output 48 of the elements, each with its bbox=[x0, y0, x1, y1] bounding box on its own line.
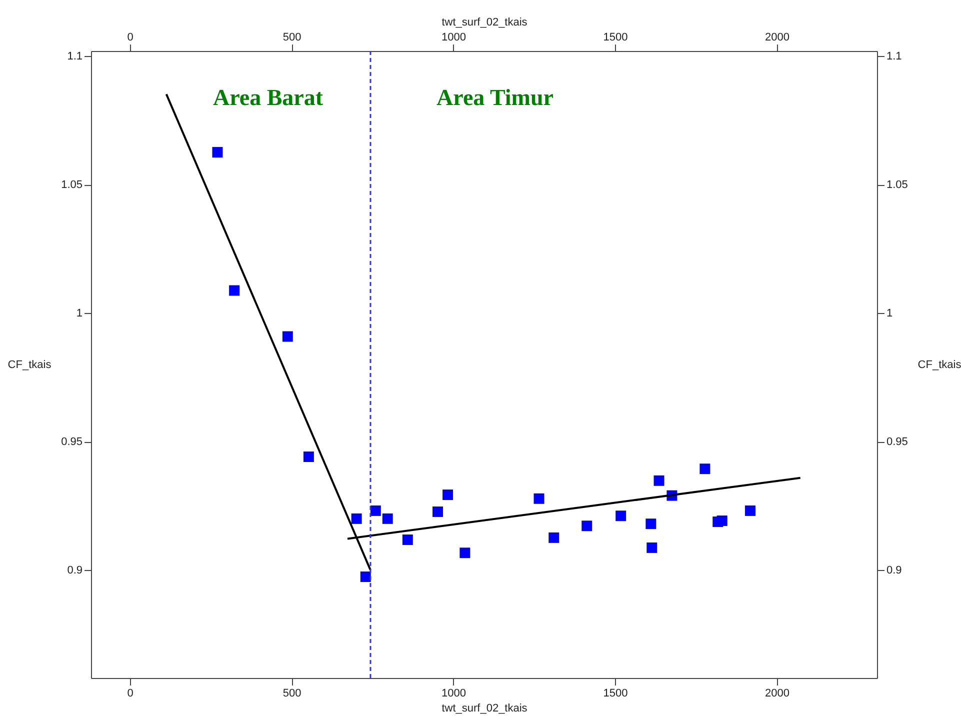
x-tick-label: 500 bbox=[282, 32, 302, 44]
y-tick-label: 1 bbox=[76, 308, 82, 320]
point bbox=[716, 515, 728, 526]
y2-axis-title: CF_tkais bbox=[918, 359, 961, 371]
y2-tick-label: 1.1 bbox=[886, 50, 902, 63]
point bbox=[582, 520, 592, 532]
y-tick-label: 1.1 bbox=[67, 50, 82, 63]
point bbox=[229, 285, 240, 296]
point bbox=[616, 510, 626, 522]
point bbox=[351, 513, 362, 524]
y2-tick-label: 0.95 bbox=[886, 436, 908, 448]
x2-tick-label: 1000 bbox=[442, 688, 466, 700]
y2-tick-label: 1 bbox=[886, 308, 893, 320]
point bbox=[654, 475, 664, 486]
point bbox=[212, 147, 223, 158]
y-tick-label: 1.05 bbox=[61, 179, 82, 192]
x-tick-label: 1500 bbox=[603, 32, 628, 44]
point bbox=[432, 506, 443, 517]
point bbox=[282, 331, 293, 342]
x-tick-label: 2000 bbox=[764, 32, 790, 44]
y2-tick-label: 1.05 bbox=[886, 179, 908, 192]
x2-tick-label: 1500 bbox=[603, 688, 628, 700]
point bbox=[646, 518, 656, 530]
point bbox=[442, 490, 454, 500]
y-axis-title: CF_tkais bbox=[8, 359, 52, 371]
annotation: Area Timur bbox=[436, 85, 554, 110]
x2-tick-label: 2000 bbox=[764, 688, 790, 700]
point bbox=[700, 464, 710, 474]
annotation: Area Barat bbox=[212, 85, 324, 110]
x-tick-label: 1000 bbox=[442, 32, 466, 44]
point bbox=[402, 534, 413, 545]
x-axis-title: twt_surf_02_tkais bbox=[442, 702, 528, 714]
x2-axis-title: twt_surf_02_tkais bbox=[442, 16, 528, 28]
point bbox=[370, 505, 381, 516]
point bbox=[744, 505, 756, 516]
y-tick-label: 0.9 bbox=[67, 564, 82, 577]
point bbox=[534, 493, 544, 504]
y2-tick-label: 0.9 bbox=[886, 564, 902, 577]
point bbox=[460, 548, 470, 558]
y-tick-label: 0.95 bbox=[61, 436, 82, 448]
point bbox=[303, 452, 314, 462]
point bbox=[360, 572, 371, 582]
x-tick-label: 0 bbox=[127, 32, 134, 44]
x2-tick-label: 0 bbox=[127, 688, 134, 700]
point bbox=[548, 532, 560, 543]
x2-tick-label: 500 bbox=[282, 688, 302, 700]
point bbox=[382, 513, 393, 524]
point bbox=[646, 542, 658, 553]
